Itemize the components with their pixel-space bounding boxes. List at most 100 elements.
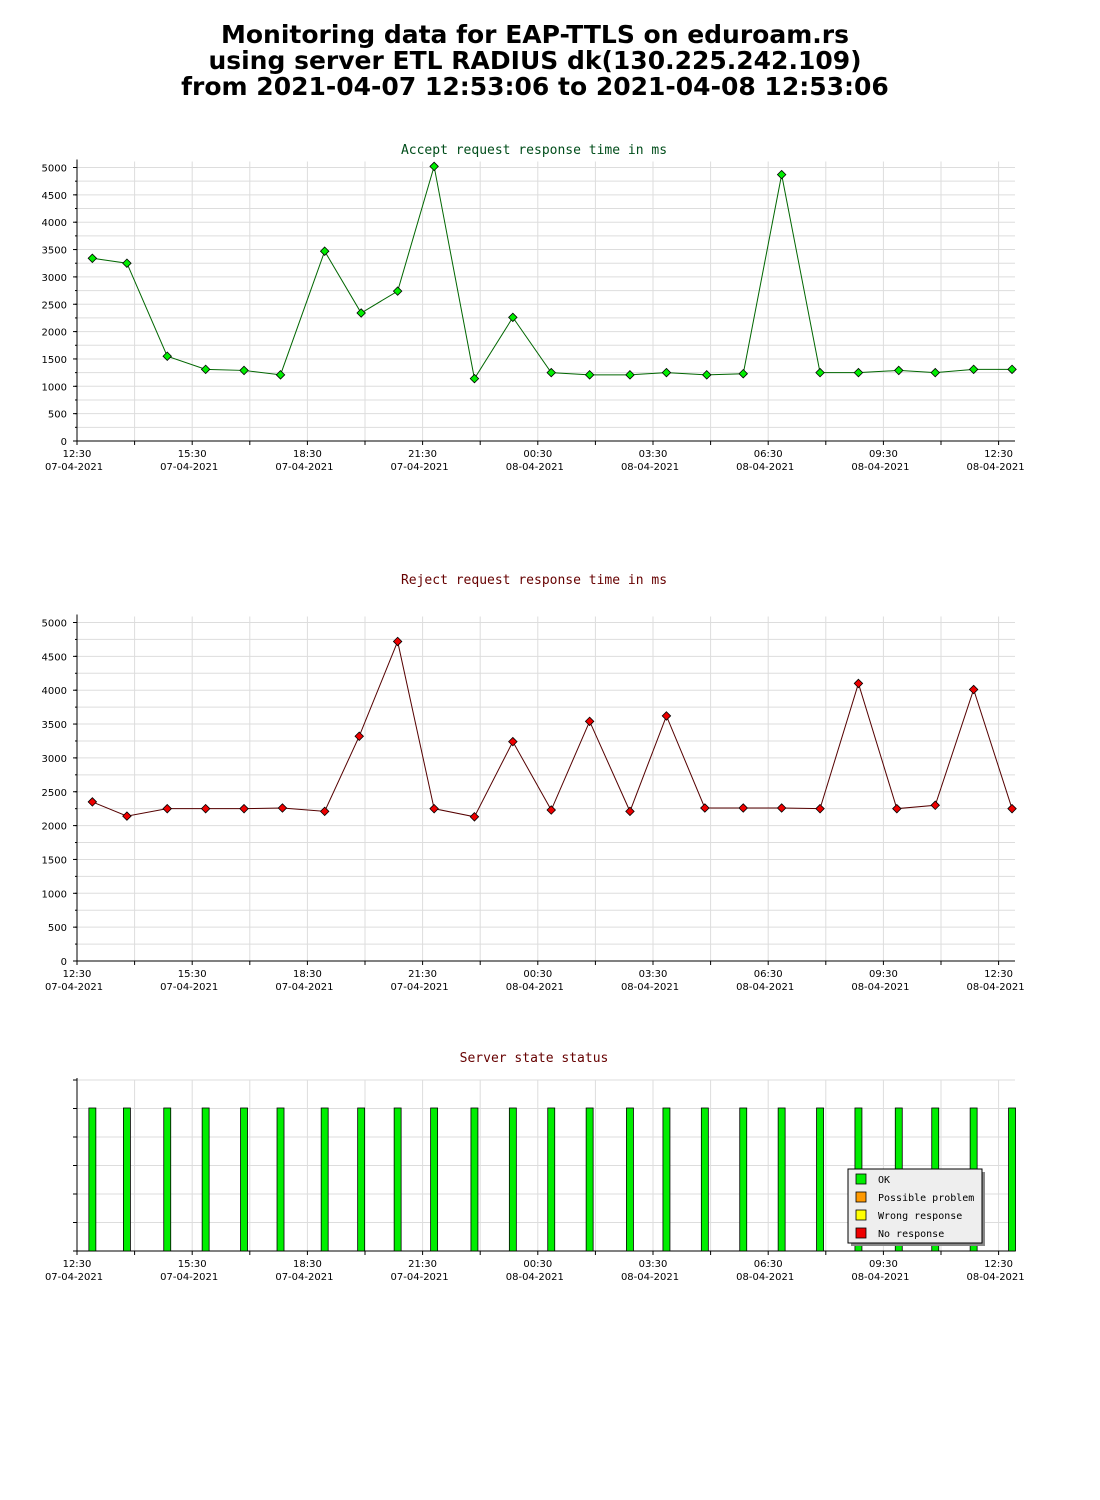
- legend-label: Possible problem: [878, 1193, 974, 1204]
- reject-data-point: [968, 684, 979, 695]
- reject-xtick-date: 08-04-2021: [967, 982, 1025, 993]
- title-line-2: using server ETL RADIUS dk(130.225.242.1…: [208, 46, 862, 75]
- reject-data-point: [508, 736, 518, 747]
- reject-xtick-date: 07-04-2021: [275, 982, 333, 993]
- status-bar: [585, 1107, 594, 1252]
- status-bar: [201, 1107, 210, 1252]
- reject-xtick-date: 08-04-2021: [506, 982, 564, 993]
- accept-data-point: [122, 258, 132, 268]
- accept-xtick-time: 12:30: [63, 449, 92, 460]
- legend-swatch: [855, 1227, 867, 1239]
- status-bar: [816, 1107, 824, 1252]
- reject-data-point: [162, 803, 173, 814]
- accept-data-point: [87, 253, 98, 264]
- reject-ytick-label: 2000: [42, 822, 67, 833]
- status-bar: [357, 1107, 366, 1252]
- accept-chart: Accept request response time in ms 0 500 10…: [42, 143, 1017, 448]
- reject-xtick-date: 08-04-2021: [851, 982, 909, 993]
- accept-data-point: [356, 308, 366, 318]
- status-xtick-date: 08-04-2021: [621, 1272, 679, 1283]
- legend-swatch: [855, 1173, 867, 1185]
- accept-data-point: [853, 367, 864, 378]
- reject-data-point: [239, 803, 249, 814]
- accept-xtick-date: 07-04-2021: [391, 462, 449, 473]
- accept-xtick-date: 07-04-2021: [275, 462, 333, 473]
- accept-xtick-time: 12:30: [984, 449, 1013, 460]
- reject-data-point: [700, 803, 710, 813]
- title-line-3: from 2021-04-07 12:53:06 to 2021-04-08 1…: [181, 72, 889, 101]
- reject-data-point: [853, 678, 864, 689]
- accept-xtick-time: 18:30: [293, 449, 322, 460]
- reject-chart: Reject request response time in ms 0 500 10…: [42, 573, 1017, 968]
- status-bar: [240, 1107, 248, 1252]
- reject-data-point: [1007, 803, 1017, 814]
- status-xtick-date: 07-04-2021: [391, 1272, 449, 1283]
- accept-ytick-label: 4000: [42, 218, 67, 229]
- reject-data-point: [354, 731, 365, 742]
- status-xtick-date: 07-04-2021: [160, 1272, 218, 1283]
- reject-xtick-date: 07-04-2021: [391, 982, 449, 993]
- reject-xtick-time: 09:30: [869, 969, 898, 980]
- accept-data-point: [508, 312, 518, 323]
- accept-data-point: [968, 364, 979, 375]
- accept-xtick-time: 06:30: [754, 449, 783, 460]
- accept-ytick-label: 2500: [42, 300, 67, 311]
- reject-xtick-date: 08-04-2021: [621, 982, 679, 993]
- accept-data-point: [776, 169, 787, 180]
- reject-ytick-label: 1500: [42, 855, 67, 866]
- reject-ytick-label: 4500: [42, 652, 67, 663]
- reject-ytick-label: 3500: [42, 720, 67, 731]
- accept-ytick-label: 4500: [42, 191, 67, 202]
- accept-data-point: [661, 367, 672, 378]
- accept-ytick-label: 3000: [42, 273, 67, 284]
- status-bar: [430, 1107, 439, 1252]
- accept-xtick-time: 03:30: [639, 449, 668, 460]
- reject-ytick-label: 500: [48, 923, 67, 934]
- accept-ytick-label: 500: [48, 410, 67, 421]
- accept-ytick-label: 1500: [42, 355, 67, 366]
- reject-title: Reject request response time in ms: [401, 573, 667, 588]
- accept-xtick-date: 08-04-2021: [621, 462, 679, 473]
- status-bar: [777, 1107, 786, 1252]
- accept-data-point: [701, 370, 712, 380]
- reject-data-point: [892, 803, 902, 814]
- accept-data-point: [429, 161, 439, 172]
- reject-data-point: [738, 803, 749, 813]
- page-title: Monitoring data for EAP-TTLS on eduroam.…: [0, 22, 1070, 100]
- status-bar: [470, 1107, 479, 1252]
- accept-data-point: [546, 367, 557, 378]
- legend-swatch: [855, 1191, 867, 1203]
- reject-xtick-time: 15:30: [178, 969, 207, 980]
- accept-ytick-label: 0: [61, 437, 67, 448]
- accept-xtick-time: 21:30: [408, 449, 437, 460]
- reject-data-point: [319, 806, 330, 817]
- status-bar: [163, 1107, 172, 1252]
- accept-series-line: [92, 166, 1013, 380]
- reject-data-point: [776, 803, 787, 813]
- accept-data-point: [893, 365, 904, 376]
- reject-ytick-label: 4000: [42, 686, 67, 697]
- status-xtick-time: 12:30: [63, 1259, 92, 1270]
- reject-ytick-label: 5000: [42, 619, 67, 630]
- accept-xtick-date: 08-04-2021: [851, 462, 909, 473]
- legend-label: No response: [878, 1229, 944, 1240]
- accept-data-point: [275, 370, 286, 380]
- accept-xtick-time: 00:30: [523, 449, 552, 460]
- accept-ytick-label: 3500: [42, 246, 67, 257]
- status-xtick-date: 07-04-2021: [275, 1272, 333, 1283]
- reject-xtick-time: 21:30: [408, 969, 437, 980]
- accept-xtick-date: 08-04-2021: [736, 462, 794, 473]
- status-xtick-time: 00:30: [523, 1259, 552, 1270]
- status-bar: [547, 1107, 556, 1252]
- accept-xtick-date: 08-04-2021: [967, 462, 1025, 473]
- accept-ytick-label: 5000: [42, 164, 67, 175]
- legend-swatch: [855, 1209, 867, 1221]
- reject-data-point: [429, 803, 439, 814]
- reject-data-point: [661, 711, 672, 721]
- reject-xtick-time: 06:30: [754, 969, 783, 980]
- status-xtick-time: 15:30: [178, 1259, 207, 1270]
- status-chart: Server state status OK Possible problem Wro…: [73, 1051, 1016, 1255]
- status-xtick-time: 09:30: [869, 1259, 898, 1270]
- status-bar: [123, 1107, 131, 1252]
